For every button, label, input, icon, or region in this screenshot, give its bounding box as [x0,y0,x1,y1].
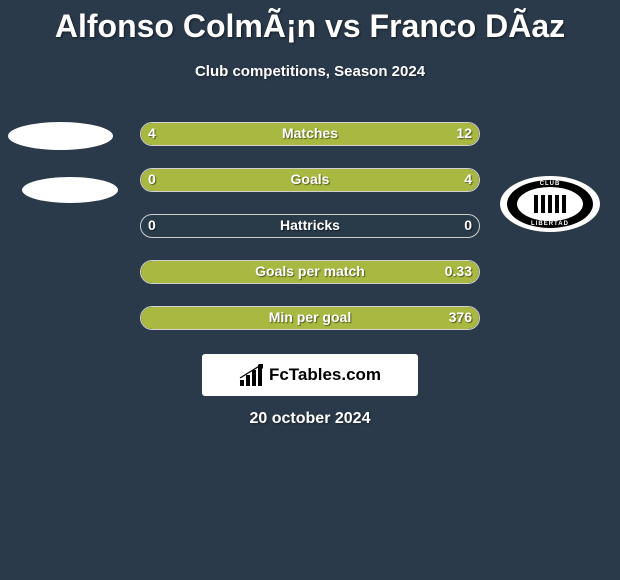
stat-value-left: 0 [148,217,156,233]
stat-label: Min per goal [140,309,480,325]
subtitle: Club competitions, Season 2024 [0,63,620,80]
comparison-infographic: Alfonso ColmÃ¡n vs Franco DÃ­az Club com… [0,0,620,580]
stat-value-right: 376 [449,309,472,325]
stat-value-right: 0.33 [445,263,472,279]
stat-row: Min per goal376 [0,306,620,330]
stat-label: Hattricks [140,217,480,233]
stat-row: Goals0 4 [0,168,620,192]
stat-value-right: 4 [464,171,472,187]
stat-row: Hattricks0 0 [0,214,620,238]
stat-value-left: 0 [148,171,156,187]
brand-text: FcTables.com [269,365,381,385]
stat-label: Goals [140,171,480,187]
date-label: 20 october 2024 [0,410,620,428]
stat-value-left: 4 [148,125,156,141]
fctables-icon [239,364,265,386]
stat-label: Matches [140,125,480,141]
stat-value-right: 0 [464,217,472,233]
stat-rows: Matches412Goals04Hattricks00Goals per ma… [0,122,620,330]
stat-label: Goals per match [140,263,480,279]
stat-row: Goals per match0.33 [0,260,620,284]
stat-value-right: 12 [456,125,472,141]
stat-row: Matches4 12 [0,122,620,146]
page-title: Alfonso ColmÃ¡n vs Franco DÃ­az [0,0,620,45]
brand-box: FcTables.com [202,354,418,396]
